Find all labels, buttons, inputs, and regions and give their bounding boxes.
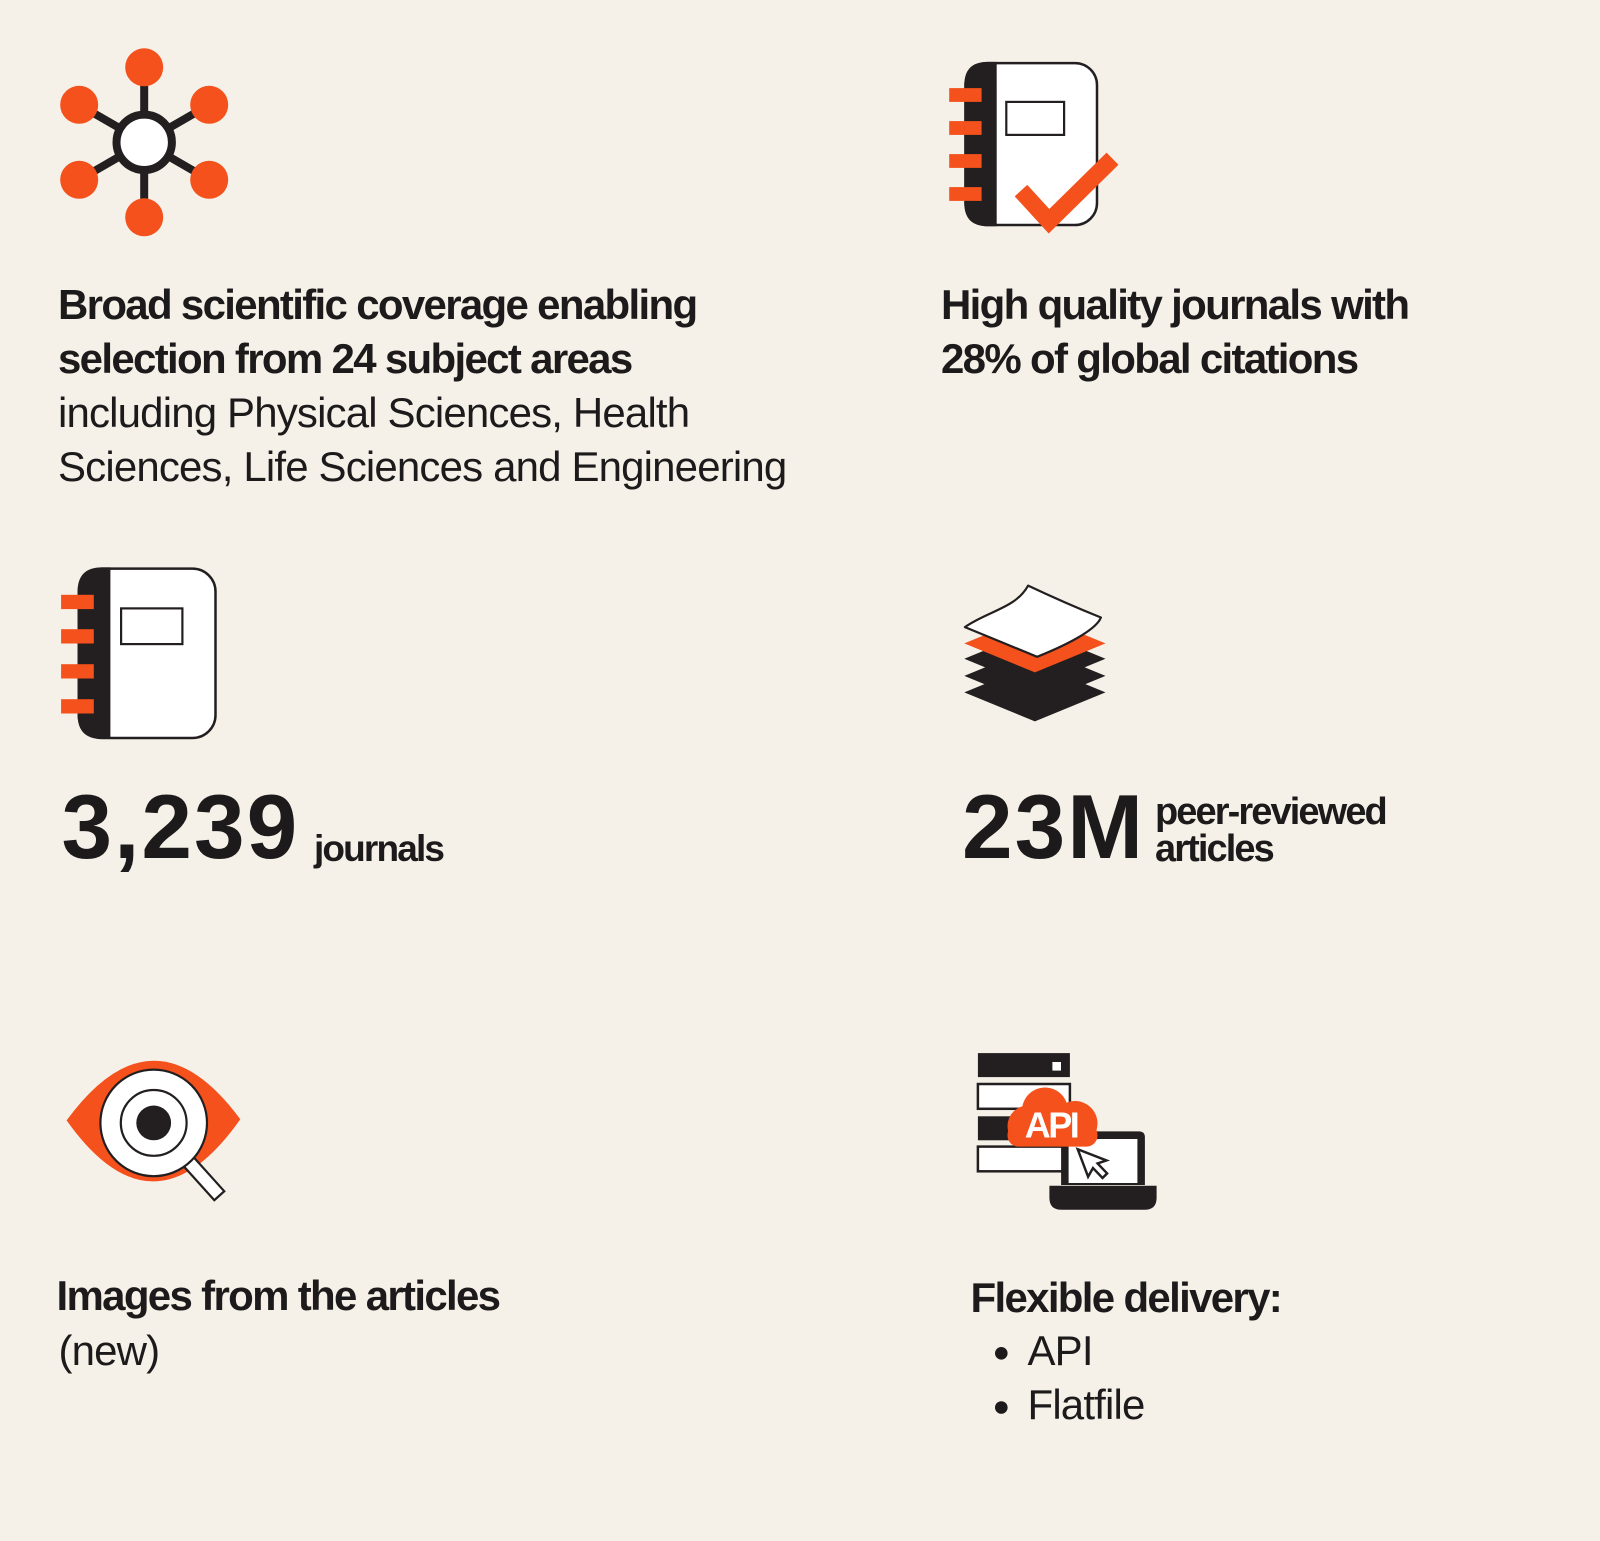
svg-text:API: API — [1025, 1105, 1078, 1146]
